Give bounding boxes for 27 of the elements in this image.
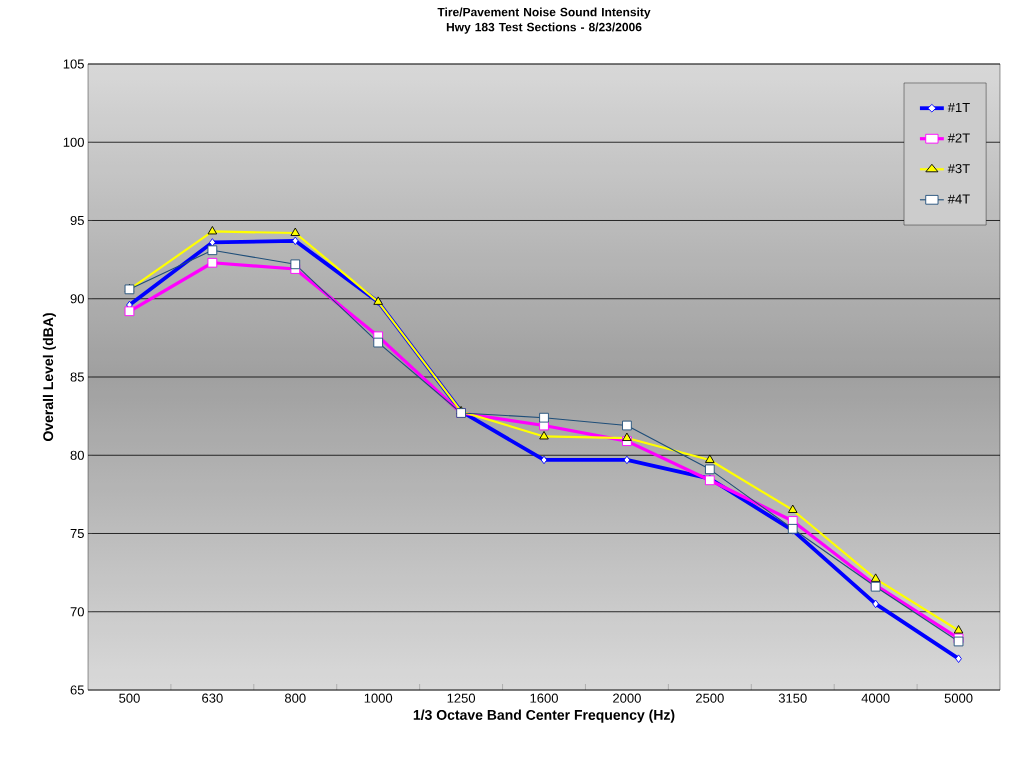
y-tick-label: 105 xyxy=(63,59,84,69)
y-axis-title: Overall Level (dBA) xyxy=(42,313,56,441)
y-tick-label: 90 xyxy=(70,294,84,304)
y-tick-label: 100 xyxy=(63,137,84,147)
x-tick-label: 5000 xyxy=(944,693,973,703)
x-tick-label: 1250 xyxy=(447,693,476,703)
y-tick-label: 85 xyxy=(70,372,84,382)
x-tick-label: 800 xyxy=(285,693,306,703)
x-tick-label: 2500 xyxy=(696,693,724,703)
x-axis-title: 1/3 Octave Band Center Frequency (Hz) xyxy=(413,709,675,723)
x-tick-label: 4000 xyxy=(861,693,890,703)
x-tick-label: 630 xyxy=(202,693,223,703)
x-tick-label: 1600 xyxy=(530,693,558,703)
legend-label: #1T xyxy=(947,102,970,112)
y-tick-label: 95 xyxy=(70,215,84,226)
legend-label: #2T xyxy=(947,133,970,143)
legend-label: #4T xyxy=(947,194,970,204)
legend-label: #3T xyxy=(947,164,970,174)
y-tick-label: 80 xyxy=(70,450,84,460)
x-tick-label: 500 xyxy=(119,693,140,703)
x-tick-label: 2000 xyxy=(613,693,641,703)
y-tick-label: 70 xyxy=(70,607,84,617)
y-tick-label: 75 xyxy=(70,528,84,539)
x-tick-label: 1000 xyxy=(364,693,393,703)
x-tick-label: 3150 xyxy=(778,693,807,703)
chart-title: Tire/Pavement Noise Sound Intensity Hwy 183 Test Sections - 8/23/2006 xyxy=(437,7,651,34)
y-tick-label: 65 xyxy=(70,685,84,695)
